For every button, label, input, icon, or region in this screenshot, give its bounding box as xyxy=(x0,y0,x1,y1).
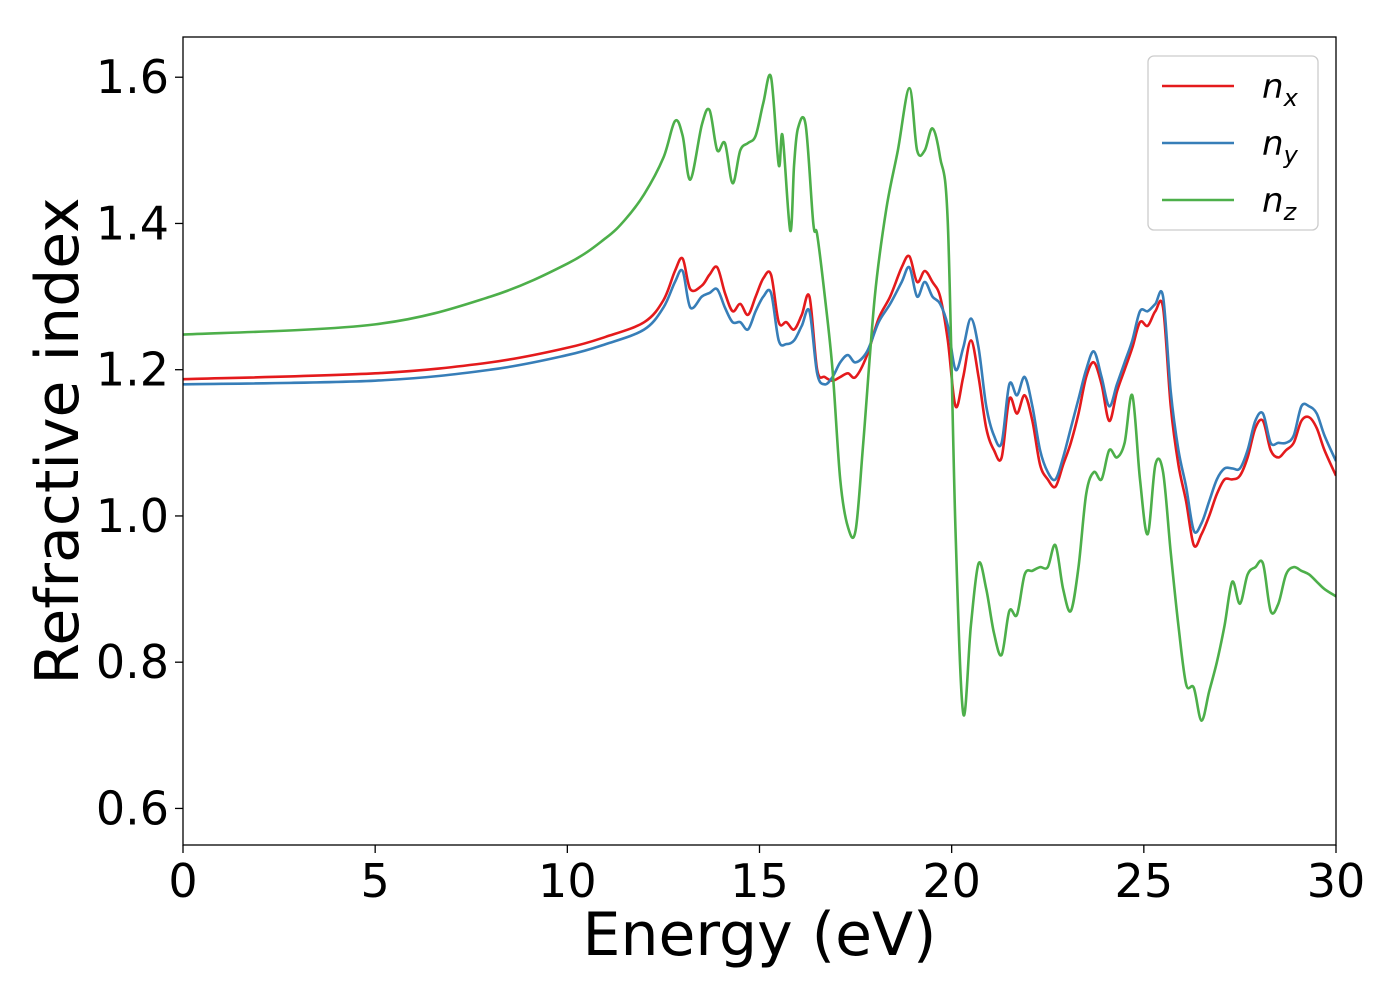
series-layer xyxy=(183,73,1336,722)
y-tick-label: 1.6 xyxy=(96,50,169,104)
x-tick-label: 30 xyxy=(1307,854,1366,908)
y-axis-title: Refractive index xyxy=(23,197,93,684)
y-tick-label: 1.2 xyxy=(96,343,169,397)
y-axis-ticks: 0.6 0.8 1.0 1.2 1.4 1.6 xyxy=(96,50,183,835)
series-line-z xyxy=(183,73,1336,722)
legend-label-z: nz xyxy=(1262,181,1298,226)
legend-label-y: ny xyxy=(1262,124,1299,169)
x-axis-ticks: 0 5 10 15 20 25 30 xyxy=(168,845,1365,908)
x-tick-label: 25 xyxy=(1115,854,1174,908)
y-tick-label: 1.0 xyxy=(96,489,169,543)
y-tick-label: 0.8 xyxy=(96,635,169,689)
series-line-x xyxy=(183,254,1336,548)
legend: nx ny nz xyxy=(1147,55,1319,231)
x-tick-label: 10 xyxy=(538,854,597,908)
y-tick-label: 0.6 xyxy=(96,781,169,835)
legend-items: nx ny nz xyxy=(1162,67,1299,226)
legend-label-x: nx xyxy=(1262,67,1299,112)
series-line-y xyxy=(183,265,1336,534)
x-tick-label: 20 xyxy=(922,854,981,908)
x-tick-label: 15 xyxy=(730,854,789,908)
x-tick-label: 5 xyxy=(361,854,390,908)
y-tick-label: 1.4 xyxy=(96,196,169,250)
x-axis-title: Energy (eV) xyxy=(583,900,937,970)
x-tick-label: 0 xyxy=(168,854,197,908)
